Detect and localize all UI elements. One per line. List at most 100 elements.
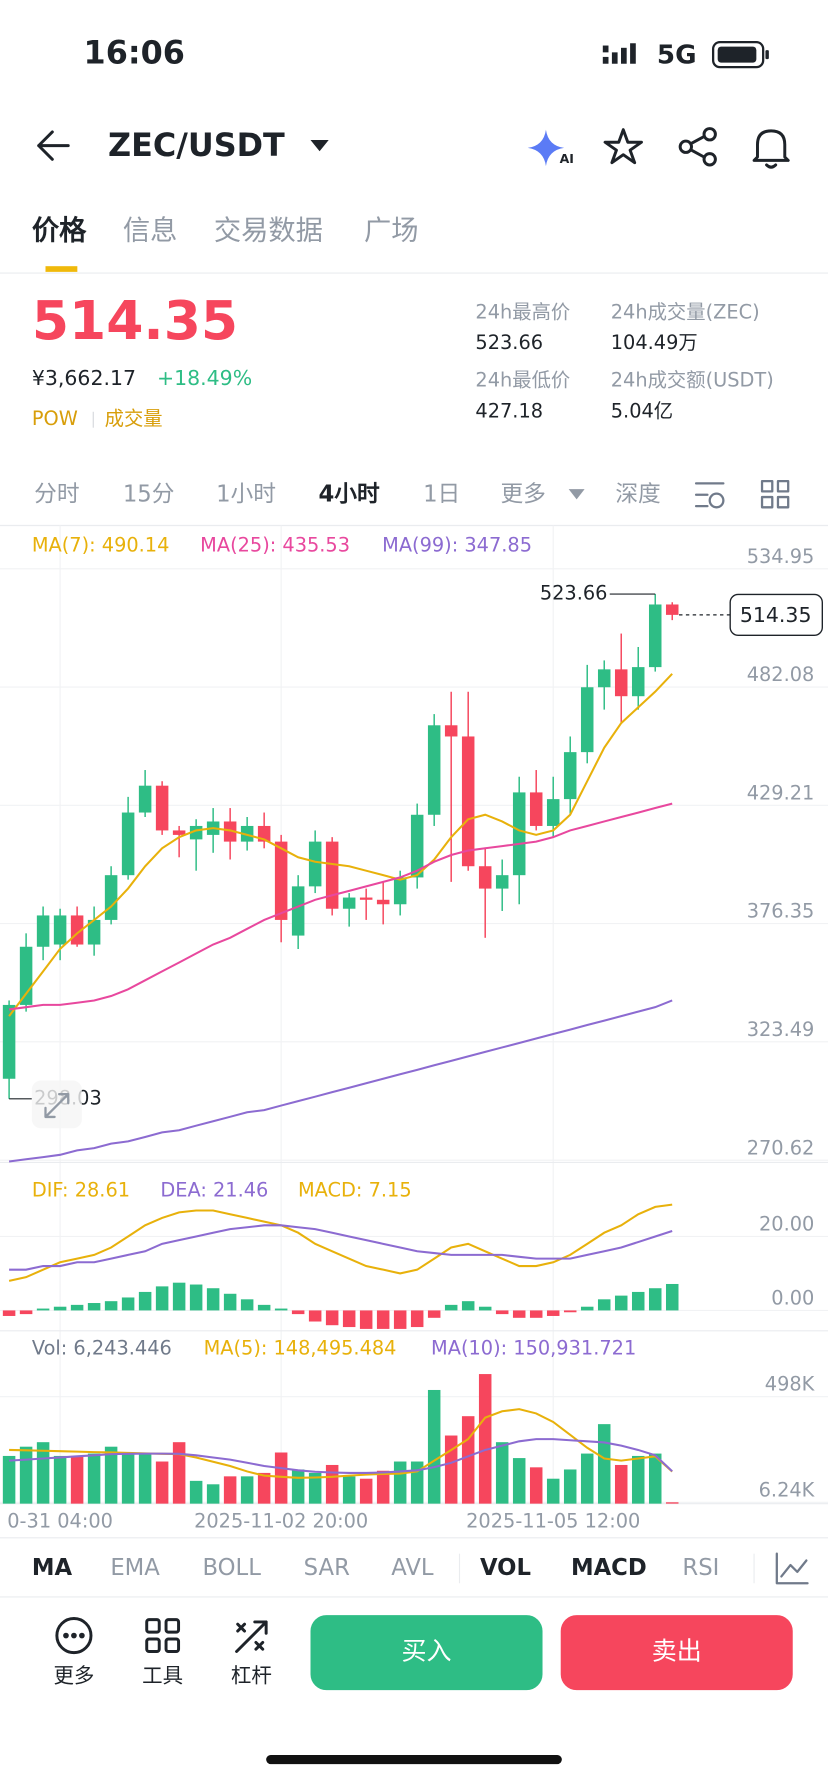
volume-bar <box>325 1464 339 1504</box>
ai-button[interactable]: AI <box>527 129 574 167</box>
volume-bar <box>138 1453 152 1504</box>
high-label: 523.66 <box>540 582 608 605</box>
leverage-icon[interactable] <box>235 1620 268 1653</box>
tab[interactable]: 交易数据 <box>214 216 323 247</box>
ma-line <box>8 673 673 1017</box>
tab[interactable]: 价格 <box>32 216 87 247</box>
volume-bar <box>223 1476 237 1504</box>
interval[interactable]: 1小时 <box>216 481 276 507</box>
more-dropdown[interactable] <box>568 489 585 500</box>
volume-bar <box>597 1424 611 1504</box>
candle-body <box>563 752 577 800</box>
volume-bar <box>87 1453 101 1504</box>
indicator-tab[interactable]: VOL <box>480 1555 531 1581</box>
y-tick-label: 534.95 <box>747 545 815 568</box>
macd-bar <box>546 1310 560 1316</box>
volume-bar <box>580 1453 594 1504</box>
macd-bar <box>121 1297 135 1311</box>
legend-entry: MA(10): 150,931.721 <box>431 1336 636 1359</box>
macd-bar <box>87 1303 101 1311</box>
candle-body <box>444 725 458 737</box>
indicator-tab[interactable]: MA <box>32 1555 73 1581</box>
pair-dropdown[interactable] <box>310 139 329 152</box>
indicator-tab[interactable]: AVL <box>391 1555 434 1581</box>
macd-line <box>9 1224 673 1271</box>
macd-bar <box>495 1310 509 1315</box>
macd-bar <box>325 1310 339 1326</box>
interval[interactable]: 更多 <box>500 481 545 507</box>
volume-bar <box>257 1472 271 1504</box>
network: 5G <box>657 40 697 70</box>
buy-label[interactable]: 买入 <box>401 1637 451 1666</box>
stat-label: 24h成交额(USDT) <box>611 369 774 392</box>
indicator-tab[interactable]: SAR <box>304 1555 350 1581</box>
macd-bar <box>376 1310 390 1329</box>
macd-bar <box>648 1288 662 1311</box>
candle-body <box>138 785 152 813</box>
candle-body <box>121 812 135 876</box>
y-tick-label: 270.62 <box>747 1136 815 1159</box>
volume-bar <box>444 1435 458 1504</box>
candle-body <box>461 736 475 867</box>
sell-button[interactable] <box>560 1615 793 1691</box>
volume-bar <box>512 1458 526 1504</box>
interval[interactable]: 1日 <box>423 481 460 507</box>
macd-bar <box>19 1310 33 1315</box>
pair-title[interactable]: ZEC/USDT <box>108 126 285 164</box>
candle-body <box>393 877 407 905</box>
action-label[interactable]: 杠杆 <box>231 1664 272 1688</box>
candle-body <box>291 886 305 936</box>
alert-button[interactable] <box>752 129 790 169</box>
layout-button[interactable] <box>760 480 790 509</box>
volume-bar <box>240 1476 254 1504</box>
expand-button[interactable] <box>31 1080 82 1129</box>
macd-bar <box>223 1293 237 1311</box>
settings-button[interactable] <box>694 482 725 509</box>
buy-button[interactable] <box>310 1615 543 1691</box>
candle-body <box>36 915 50 947</box>
volume-bar <box>274 1452 288 1504</box>
y-tick-label: 376.35 <box>747 900 815 923</box>
interval[interactable]: 15分 <box>123 481 175 507</box>
interval[interactable]: 分时 <box>34 481 79 507</box>
indicator-tab[interactable]: MACD <box>571 1555 647 1581</box>
candle-body <box>2 1004 16 1079</box>
candle-body <box>580 687 594 753</box>
back-button[interactable] <box>37 130 70 161</box>
volume-bar <box>342 1476 356 1504</box>
favorite-button[interactable] <box>603 128 643 165</box>
share-button[interactable] <box>678 127 717 167</box>
indicator-tab[interactable]: EMA <box>110 1555 160 1581</box>
candle-body <box>495 875 509 889</box>
volume-bar <box>393 1461 407 1504</box>
candle-body <box>53 915 67 945</box>
x-tick-label: 2025-11-05 12:00 <box>466 1509 640 1532</box>
candle-body <box>87 919 101 945</box>
action-label[interactable]: 工具 <box>142 1664 183 1688</box>
y-tick-label: 6.24K <box>759 1478 816 1501</box>
chart-style-button[interactable] <box>775 1552 809 1585</box>
indicator-tab[interactable]: RSI <box>682 1555 719 1581</box>
tools-icon[interactable] <box>145 1618 181 1653</box>
macd-bar <box>274 1308 288 1311</box>
stat-label: 24h最低价 <box>475 369 570 392</box>
macd-bar <box>172 1282 186 1311</box>
legend-entry: MACD: 7.15 <box>298 1178 412 1201</box>
more-icon[interactable] <box>55 1617 93 1655</box>
stat-value: 523.66 <box>475 331 543 354</box>
sell-label[interactable]: 卖出 <box>652 1637 702 1666</box>
tab[interactable]: 信息 <box>123 216 178 247</box>
macd-bar <box>427 1310 441 1318</box>
action-label[interactable]: 更多 <box>53 1664 94 1688</box>
legend-entry: Vol: 6,243.446 <box>32 1336 172 1359</box>
tab[interactable]: 广场 <box>364 216 419 247</box>
stat-value: 5.04亿 <box>611 399 673 422</box>
y-tick-label: 323.49 <box>747 1018 815 1041</box>
tag[interactable]: 成交量 <box>105 407 163 430</box>
volume-bar <box>308 1472 322 1504</box>
indicator-tab[interactable]: BOLL <box>202 1555 261 1581</box>
interval[interactable]: 深度 <box>615 481 660 507</box>
interval[interactable]: 4小时 <box>318 481 380 507</box>
tag[interactable]: POW <box>32 407 78 430</box>
